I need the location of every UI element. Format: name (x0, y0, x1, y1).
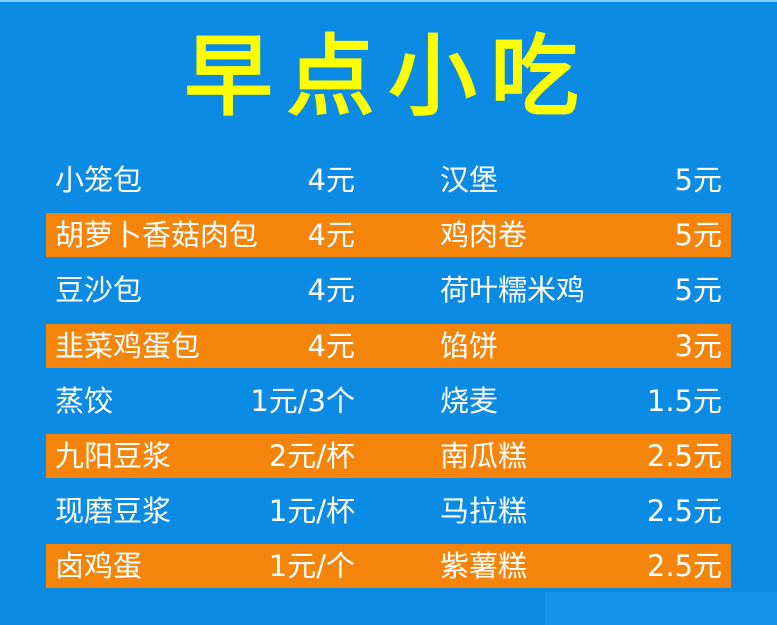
item-price: 2.5元 (646, 439, 722, 473)
item-price: 1元/个 (268, 549, 355, 584)
item-price: 5元 (674, 218, 722, 253)
menu-row: 九阳豆浆 2元/杯 南瓜糕 2.5元 (46, 434, 731, 478)
item-name: 韭菜鸡蛋包 (55, 328, 201, 363)
item-name: 鸡肉卷 (440, 218, 528, 253)
item-name: 小笼包 (55, 163, 143, 197)
item-price: 4元 (307, 163, 355, 197)
menu-row: 现磨豆浆 1元/杯 马拉糕 2.5元 (46, 489, 731, 533)
item-name: 紫薯糕 (440, 549, 528, 584)
menu-row: 韭菜鸡蛋包 4元 馅饼 3元 (46, 323, 731, 368)
menu-row: 豆沙包 4元 荷叶糯米鸡 5元 (46, 268, 731, 312)
item-name: 豆沙包 (55, 273, 143, 308)
item-price: 4元 (307, 218, 355, 253)
menu-title: 早点小吃 (184, 25, 593, 128)
item-price: 2.5元 (646, 494, 722, 529)
item-price: 1元/杯 (268, 494, 355, 529)
item-name: 卤鸡蛋 (55, 549, 143, 584)
item-name: 烧麦 (440, 383, 499, 418)
item-price: 3元 (674, 328, 722, 363)
menu-row: 小笼包 4元 汉堡 5元 (46, 158, 731, 202)
top-border (0, 0, 777, 2)
item-price: 2元/杯 (268, 439, 355, 473)
item-name: 胡萝卜香菇肉包 (55, 218, 259, 253)
item-name: 九阳豆浆 (55, 439, 172, 473)
item-name: 馅饼 (440, 328, 499, 363)
item-name: 汉堡 (440, 163, 499, 197)
item-name: 蒸饺 (55, 383, 114, 418)
menu-row: 蒸饺 1元/3个 烧麦 1.5元 (46, 379, 731, 423)
background-patch (545, 592, 777, 625)
item-price: 4元 (307, 328, 355, 363)
item-price: 5元 (674, 273, 722, 308)
menu-row: 胡萝卜香菇肉包 4元 鸡肉卷 5元 (46, 213, 731, 258)
item-price: 1元/3个 (250, 383, 355, 418)
item-name: 马拉糕 (440, 494, 528, 529)
item-price: 1.5元 (646, 383, 722, 418)
item-price: 2.5元 (646, 549, 722, 584)
item-name: 现磨豆浆 (55, 494, 172, 529)
item-price: 5元 (674, 163, 722, 197)
item-price: 4元 (307, 273, 355, 308)
menu-row: 卤鸡蛋 1元/个 紫薯糕 2.5元 (46, 544, 731, 589)
item-name: 南瓜糕 (440, 439, 528, 473)
item-name: 荷叶糯米鸡 (440, 273, 586, 308)
